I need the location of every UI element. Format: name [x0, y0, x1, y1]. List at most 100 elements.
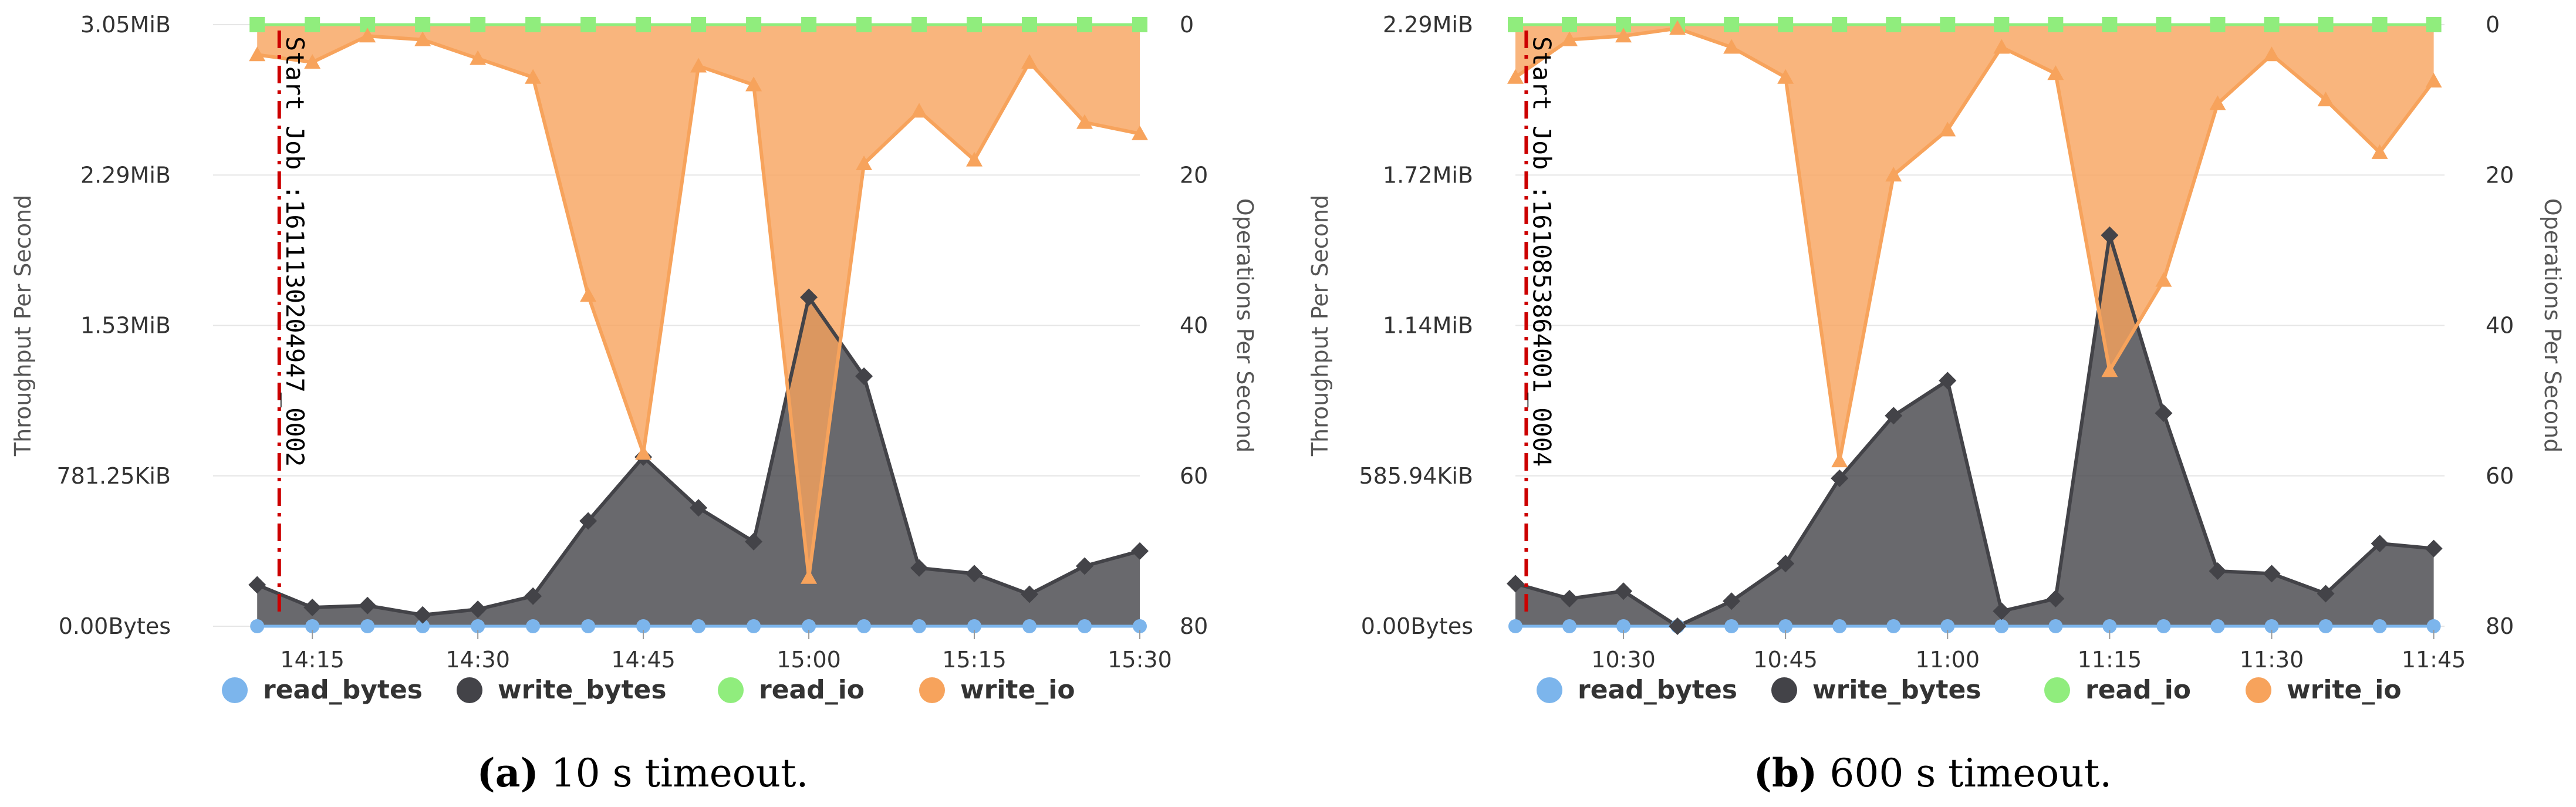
left-axis-title: Throughput Per Second — [1307, 195, 1333, 457]
legend-read-io-label[interactable]: read_io — [2085, 675, 2191, 705]
left-y-tick-label: 2.29MiB — [1383, 12, 1473, 38]
x-tick-label: 11:15 — [2078, 647, 2142, 673]
write-io-line — [256, 34, 1140, 578]
read-bytes-point — [360, 619, 375, 633]
read-bytes-point — [967, 619, 982, 633]
legend-read-bytes-label[interactable]: read_bytes — [1578, 675, 1737, 705]
write-io-point — [304, 54, 321, 69]
read-io-point — [1022, 17, 1038, 32]
left-y-tick-label: 1.53MiB — [80, 313, 171, 339]
read-bytes-point — [2318, 619, 2333, 633]
read-io-point — [525, 17, 541, 32]
write-io-point — [2101, 362, 2118, 377]
write-io-point — [635, 445, 652, 460]
write-bytes-point — [2263, 565, 2281, 583]
left-y-tick-label: 0.00Bytes — [59, 613, 171, 639]
write-bytes-point — [303, 598, 322, 616]
read-bytes-point — [1886, 619, 1901, 633]
read-io-point — [746, 17, 762, 32]
write-bytes-point — [1777, 555, 1795, 573]
write-io-point — [359, 28, 376, 43]
write-bytes-point — [1561, 590, 1579, 608]
caption-text: 600 s timeout. — [1817, 751, 2112, 796]
write-io-point — [1777, 69, 1794, 84]
write-bytes-point — [2101, 226, 2119, 244]
write-bytes-point — [965, 565, 984, 583]
legend-write-io-swatch — [919, 677, 945, 703]
read-bytes-point — [802, 619, 816, 633]
write-io-point — [745, 76, 762, 92]
write-io-point — [414, 31, 431, 46]
write-io-point — [966, 151, 983, 167]
read-bytes-point — [471, 619, 485, 633]
right-y-tick-label: 20 — [2486, 162, 2514, 188]
write-bytes-point — [1885, 407, 1903, 425]
right-y-tick-label: 20 — [1180, 162, 1208, 188]
right-y-tick-label: 40 — [1180, 313, 1208, 339]
read-io-point — [1724, 17, 1740, 32]
right-y-tick-label: 40 — [2486, 313, 2514, 339]
read-bytes-point — [305, 619, 320, 633]
legend-write-bytes-label[interactable]: write_bytes — [1812, 675, 1981, 705]
write-bytes-point — [2371, 535, 2389, 553]
write-io-point — [1723, 39, 1740, 54]
read-bytes-point — [581, 619, 596, 633]
read-io-point — [2372, 17, 2388, 32]
read-io-point — [2102, 17, 2118, 32]
write-bytes-area — [1515, 235, 2434, 626]
read-bytes-point — [747, 619, 761, 633]
legend-write-io-label[interactable]: write_io — [960, 675, 1075, 705]
left-y-tick-label: 0.00Bytes — [1361, 613, 1473, 639]
write-bytes-point — [359, 596, 377, 614]
left-axis-title: Throughput Per Second — [10, 195, 36, 457]
chart-panel-b: 0.00Bytes 585.94KiB 1.14MiB 1.72MiB 2.29MiB 0… — [1307, 12, 2565, 796]
write-bytes-point — [2047, 590, 2065, 608]
x-tick-label: 11:00 — [1916, 647, 1980, 673]
write-bytes-point — [469, 600, 487, 619]
write-bytes-point — [1615, 582, 1633, 600]
read-io-point — [2210, 17, 2226, 32]
figure-caption: (b) 600 s timeout. — [1754, 750, 2112, 796]
write-io-point — [1615, 28, 1632, 43]
legend-read-io-label[interactable]: read_io — [759, 675, 865, 705]
write-io-point — [2425, 73, 2442, 88]
read-io-point — [305, 17, 320, 32]
read-bytes-point — [2210, 619, 2225, 633]
x-tick-label: 15:15 — [942, 647, 1007, 673]
read-io-point — [580, 17, 596, 32]
write-bytes-point — [1021, 585, 1039, 603]
right-y-tick-label: 60 — [1180, 463, 1208, 489]
write-io-point — [801, 569, 818, 584]
write-io-point — [470, 50, 487, 65]
left-y-tick-label: 781.25KiB — [56, 463, 171, 489]
write-io-point — [2047, 65, 2064, 80]
write-bytes-point — [1131, 542, 1149, 560]
legend-read-bytes-label[interactable]: read_bytes — [263, 675, 423, 705]
left-y-tick-label: 1.72MiB — [1383, 162, 1473, 188]
read-io-point — [2156, 17, 2172, 32]
read-bytes-point — [1022, 619, 1037, 633]
right-axis-title: Operations Per Second — [1232, 198, 1258, 453]
legend-write-bytes-label[interactable]: write_bytes — [498, 675, 667, 705]
legend-write-io-swatch — [2246, 677, 2271, 703]
write-bytes-point — [910, 559, 929, 577]
read-io-point — [1886, 17, 1902, 32]
x-tick-label: 14:45 — [611, 647, 676, 673]
right-y-tick-label: 0 — [1180, 12, 1194, 38]
read-io-point — [1778, 17, 1794, 32]
right-y-tick-label: 80 — [2486, 613, 2514, 639]
read-bytes-point — [2156, 619, 2171, 633]
read-io-point — [2264, 17, 2280, 32]
left-y-tick-label: 3.05MiB — [80, 12, 171, 38]
write-io-point — [1939, 121, 1956, 137]
read-io-point — [2048, 17, 2064, 32]
chart-panel-a: 0.00Bytes 781.25KiB 1.53MiB 2.29MiB 3.05MiB 0… — [10, 12, 1258, 796]
read-bytes-point — [2048, 619, 2063, 633]
legend-write-io-label[interactable]: write_io — [2287, 675, 2402, 705]
legend-read-io-swatch — [718, 677, 744, 703]
write-io-point — [580, 287, 597, 302]
read-bytes-point — [691, 619, 706, 633]
read-bytes-point — [1724, 619, 1739, 633]
write-io-point — [1076, 114, 1093, 129]
